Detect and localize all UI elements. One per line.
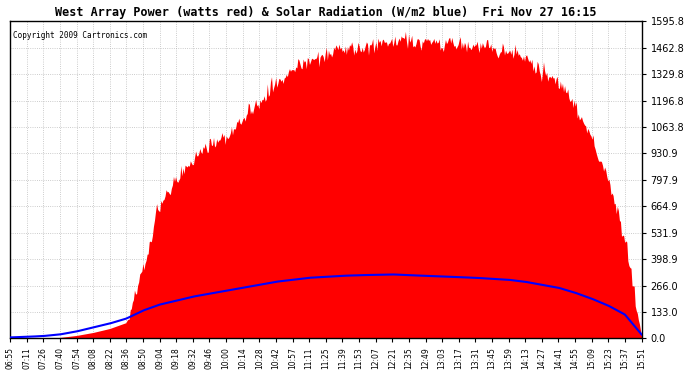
Title: West Array Power (watts red) & Solar Radiation (W/m2 blue)  Fri Nov 27 16:15: West Array Power (watts red) & Solar Rad… xyxy=(55,6,597,19)
Text: Copyright 2009 Cartronics.com: Copyright 2009 Cartronics.com xyxy=(13,31,148,40)
